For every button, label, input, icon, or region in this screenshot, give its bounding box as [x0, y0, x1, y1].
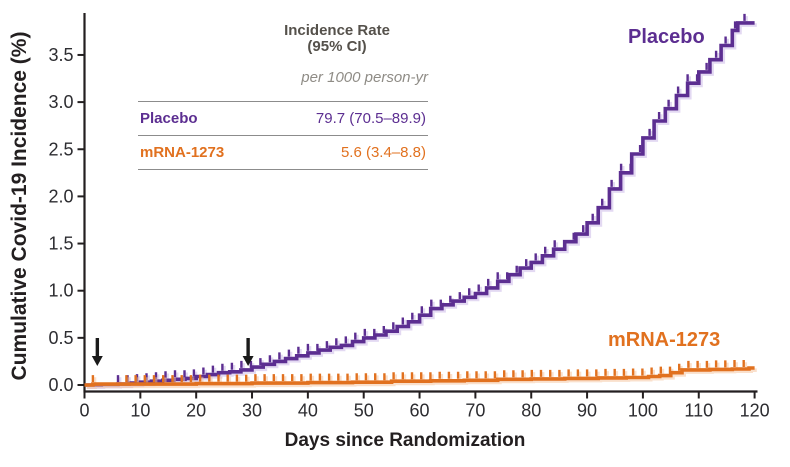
mrna-row-label: mRNA-1273 [140, 144, 225, 161]
x-tick-label: 10 [130, 401, 150, 421]
x-tick-label: 100 [628, 401, 658, 421]
table-header: Incidence Rate (95% CI) [246, 23, 428, 55]
dose-arrow-icon [91, 338, 103, 366]
x-tick-label: 60 [410, 401, 430, 421]
table-subheader: per 1000 person-yr [301, 69, 428, 86]
placebo-curve-label: Placebo [628, 26, 705, 48]
x-tick-label: 80 [521, 401, 541, 421]
x-tick-label: 90 [577, 401, 597, 421]
table-header-line1: Incidence Rate [284, 22, 390, 39]
y-tick-label: 1.5 [48, 234, 73, 254]
table-row: mRNA-1273 5.6 (3.4–8.8) [138, 136, 428, 170]
table-header-line2: (95% CI) [307, 38, 367, 55]
y-tick-label: 0.5 [48, 328, 73, 348]
table-row: Placebo 79.7 (70.5–89.9) [138, 102, 428, 136]
y-axis-title: Cumulative Covid-19 Incidence (%) [8, 31, 31, 381]
y-tick-label: 2.5 [48, 139, 73, 159]
y-tick-label: 0.0 [48, 375, 73, 395]
y-tick-label: 3.5 [48, 45, 73, 65]
table-rows: Placebo 79.7 (70.5–89.9) mRNA-1273 5.6 (… [138, 101, 428, 170]
placebo-row-label: Placebo [140, 110, 198, 127]
x-tick-label: 0 [79, 401, 89, 421]
y-tick-label: 3.0 [48, 92, 73, 112]
x-tick-label: 20 [186, 401, 206, 421]
placebo-curve [84, 13, 755, 387]
x-tick-label: 70 [465, 401, 485, 421]
x-tick-label: 50 [354, 401, 374, 421]
mrna-curve-shadow [86, 362, 757, 390]
x-tick-label: 120 [740, 401, 770, 421]
x-tick-label: 110 [684, 401, 713, 421]
x-tick-label: 40 [298, 401, 318, 421]
x-axis-title: Days since Randomization [284, 430, 526, 451]
mrna-curve [84, 360, 755, 387]
y-tick-label: 1.0 [48, 281, 73, 301]
x-tick-label: 30 [242, 401, 262, 421]
mrna-row-value: 5.6 (3.4–8.8) [340, 144, 426, 161]
placebo-row-value: 79.7 (70.5–89.9) [315, 110, 426, 127]
dose-arrow-icon [242, 338, 254, 366]
y-tick-label: 2.0 [48, 186, 73, 206]
mrna-curve-label: mRNA-1273 [608, 329, 721, 351]
